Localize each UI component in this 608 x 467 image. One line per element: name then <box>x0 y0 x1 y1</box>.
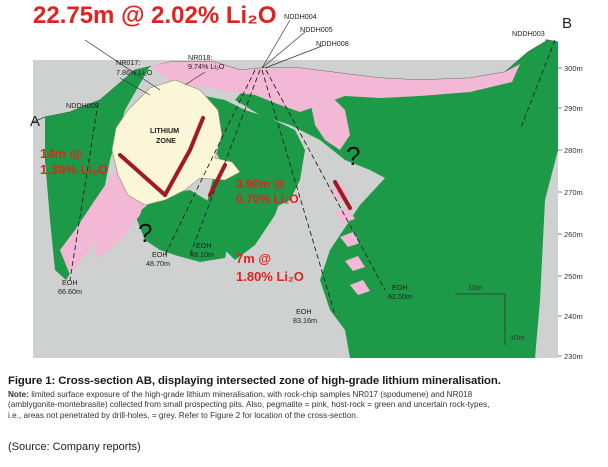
eoh-3-label: EOH <box>196 241 212 250</box>
headline-intercept: 22.75m @ 2.02% Li₂O <box>33 2 277 29</box>
eoh-5-depth: 62.50m <box>388 292 412 301</box>
label-nddh005: NDDH005 <box>300 25 333 34</box>
figure-caption: Figure 1: Cross-section AB, displaying i… <box>8 374 600 421</box>
question-mark-left: ? <box>138 218 152 248</box>
section-end-a: A <box>30 113 40 130</box>
pegmatite-right-dyke <box>330 185 370 295</box>
eoh-2-depth: 48.70m <box>146 259 170 268</box>
intercept-2-line1: 3.90m @ <box>236 177 285 191</box>
elev-250: 250m <box>564 272 583 281</box>
scale-horizontal-label: 10m <box>468 283 483 292</box>
label-nddh003: NDDH003 <box>512 29 545 38</box>
elev-270: 270m <box>564 188 583 197</box>
scale-vertical-label: 10m <box>510 333 525 342</box>
elev-260: 260m <box>564 230 583 239</box>
pegmatite-top <box>150 62 520 112</box>
elev-230: 230m <box>564 352 583 361</box>
section-end-b: B <box>562 15 572 32</box>
caption-title: Figure 1: Cross-section AB, displaying i… <box>8 375 501 387</box>
eoh-4-depth: 83.16m <box>293 316 317 325</box>
pegmatite-right-wedge <box>310 95 350 150</box>
eoh-2-label: EOH <box>152 250 168 259</box>
zone-label-1: LITHIUM <box>150 126 179 135</box>
label-nddh004: NDDH004 <box>284 12 317 21</box>
eoh-1-depth: 66.60m <box>58 287 82 296</box>
intercept-segments <box>118 116 352 210</box>
label-nr018-grade: 9.74% Li₂O <box>188 62 225 71</box>
caption-note-label: Note: <box>8 390 29 399</box>
leader-lines <box>84 19 548 96</box>
elev-280: 280m <box>564 146 583 155</box>
label-nr017-grade: 7.86% Li₂O <box>116 68 153 77</box>
eoh-4-label: EOH <box>296 307 312 316</box>
label-nr017: NR017: <box>116 58 140 67</box>
intercept-3-line2: 1.80% Li₂O <box>236 269 304 284</box>
eoh-5-label: EOH <box>392 283 408 292</box>
caption-note-line1: limited surface exposure of the high-gra… <box>28 390 473 399</box>
label-nddh009: NDDH009 <box>66 101 99 110</box>
intercept-2-line2: 0.70% Li₂O <box>236 192 299 206</box>
pegmatite-diagonal <box>60 162 135 275</box>
cross-section-figure: A B NDDH009 NR017: 7.86% Li₂O NR018: 9.7… <box>30 12 583 361</box>
intercept-1-line1: 14m @ <box>40 146 82 161</box>
zone-label-2: ZONE <box>156 136 176 145</box>
elev-240: 240m <box>564 312 583 321</box>
caption-note-line2: (amblygonite-montebrasite) collected fro… <box>8 400 490 410</box>
source-note: (Source: Company reports) <box>8 441 141 453</box>
intercept-1-line2: 1.39% Li₂O <box>40 162 108 177</box>
label-nr018: NR018: <box>188 53 212 62</box>
label-nddh008: NDDH008 <box>316 39 349 48</box>
intercept-3-line1: 7m @ <box>236 251 271 266</box>
drill-traces <box>69 39 556 316</box>
question-mark-right: ? <box>346 141 360 171</box>
pegmatite-lower-left <box>95 190 145 258</box>
caption-note: Note: limited surface exposure of the hi… <box>8 390 600 421</box>
elev-290: 290m <box>564 104 583 113</box>
host-rock-left <box>45 66 150 280</box>
elevation-ticks <box>558 67 562 357</box>
host-rock-centre <box>200 95 305 210</box>
eoh-1-label: EOH <box>62 278 78 287</box>
caption-note-line3: i.e., areas not penetrated by drill-hole… <box>8 410 359 420</box>
eoh-3-depth: 48.10m <box>190 250 214 259</box>
elev-300: 300m <box>564 64 583 73</box>
